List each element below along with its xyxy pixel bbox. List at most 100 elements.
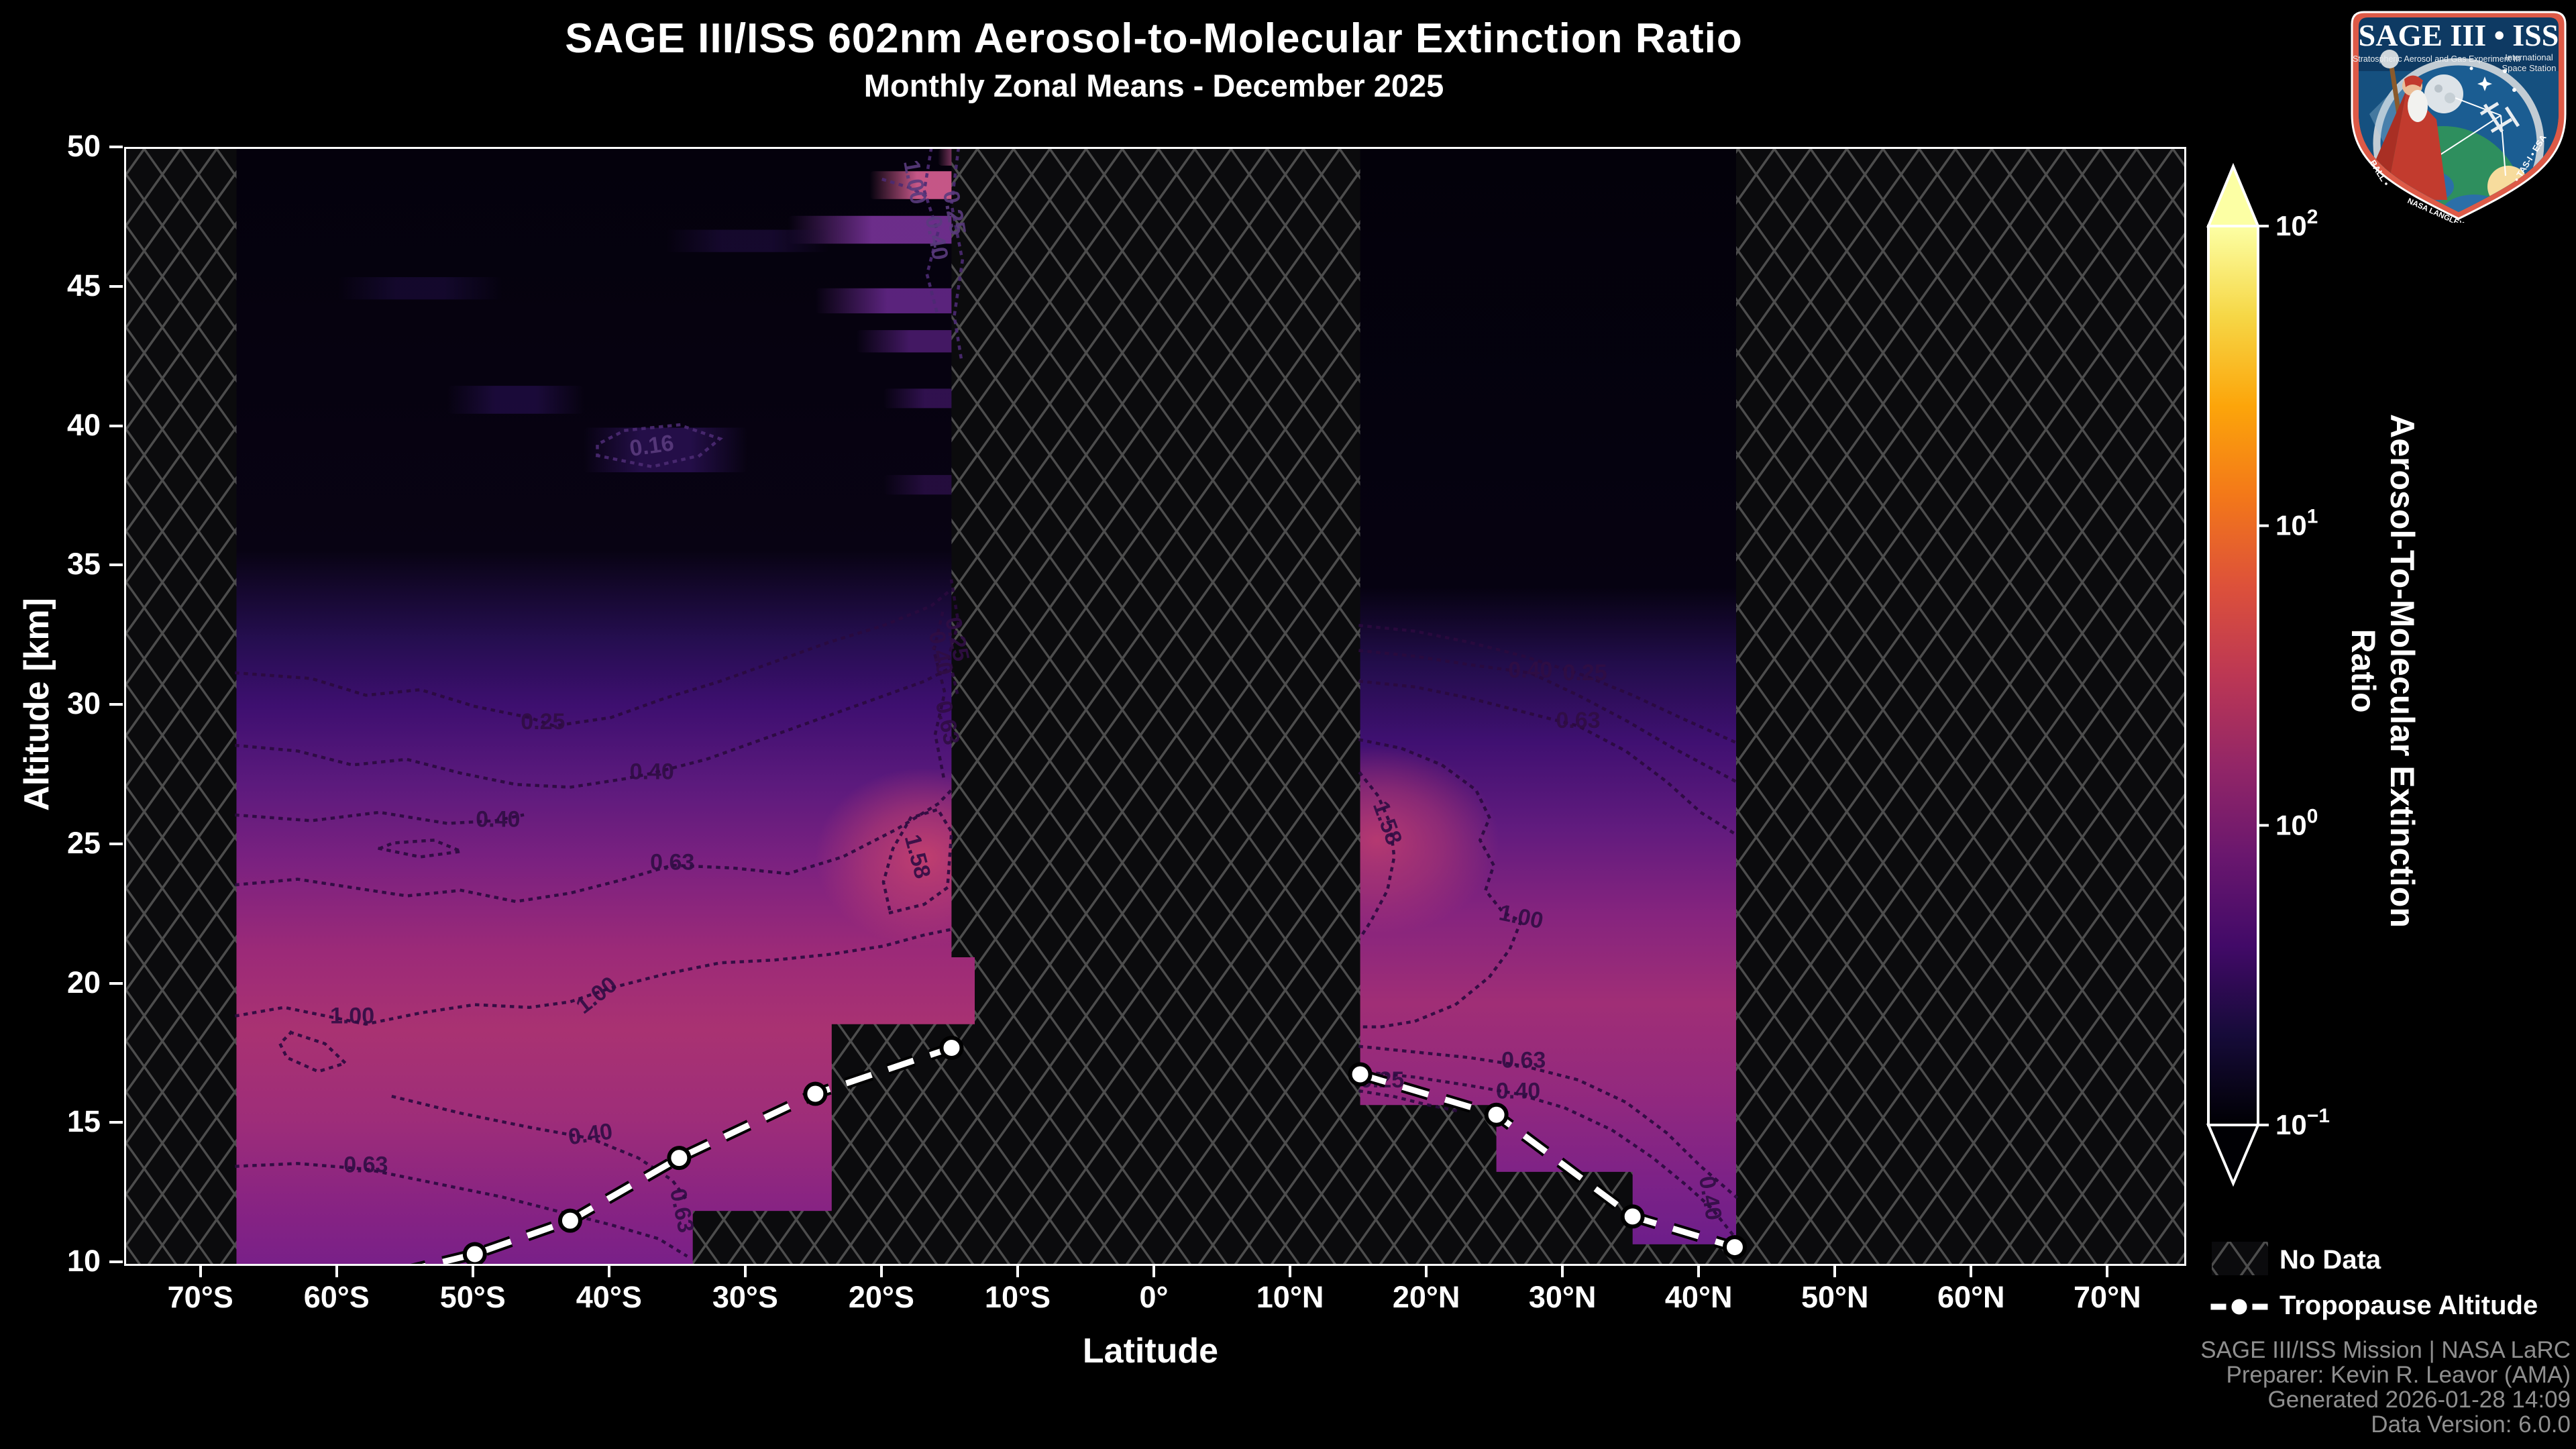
x-tick-mark xyxy=(1289,1264,1292,1277)
x-tick-label: 70°S xyxy=(167,1280,233,1314)
aerosol-streak xyxy=(788,215,975,244)
contour-line xyxy=(235,788,954,904)
tropopause-marker xyxy=(1348,1062,1373,1087)
x-tick-label: 60°S xyxy=(303,1280,370,1314)
x-tick-label: 20°S xyxy=(848,1280,914,1314)
contour-label: 0.63 xyxy=(1501,1048,1546,1073)
x-tick-label: 40°N xyxy=(1664,1280,1733,1314)
x-tick-mark xyxy=(607,1264,610,1277)
contour-label: 0.63 xyxy=(1556,708,1600,733)
colorbar-label: Aerosol-To-Molecular Extinction Ratio xyxy=(2345,414,2421,928)
footer-line-generated: Generated 2026-01-28 14:09 xyxy=(2267,1387,2571,1413)
y-tick-label: 10 xyxy=(66,1244,101,1278)
x-tick-mark xyxy=(743,1264,747,1277)
tropopause-line xyxy=(1359,1071,1736,1250)
contour-line xyxy=(1358,649,1739,784)
x-axis-title: Latitude xyxy=(1082,1332,1219,1371)
contour-line xyxy=(1358,1089,1458,1113)
y-tick-label: 15 xyxy=(66,1104,101,1139)
contour-label: 0.40 xyxy=(1508,657,1552,683)
aerosol-streak xyxy=(869,171,975,199)
contour-line xyxy=(881,808,953,915)
x-tick-label: 10°N xyxy=(1256,1280,1324,1314)
aerosol-hot-spot-r xyxy=(1360,745,1499,935)
tropopause-marker xyxy=(1722,1235,1747,1260)
patch-stars xyxy=(2469,66,2516,92)
x-tick-label: 10°S xyxy=(984,1280,1051,1314)
aerosol-streak xyxy=(815,288,975,314)
x-tick-mark xyxy=(199,1264,202,1277)
contour-line xyxy=(235,587,954,728)
x-tick-label: 30°S xyxy=(712,1280,778,1314)
x-tick-mark xyxy=(1561,1264,1564,1277)
aerosol-streak xyxy=(856,330,975,353)
plot-area: 0.250.400.400.631.00 1.001.580.630.400.63… xyxy=(126,149,2184,1264)
y-tick-label: 40 xyxy=(66,407,101,442)
y-tick-mark xyxy=(109,284,123,288)
data-band-r xyxy=(1360,149,1736,1244)
contour-line xyxy=(1358,1044,1739,1199)
x-tick-mark xyxy=(1833,1264,1837,1277)
colorbar-gradient xyxy=(2207,225,2259,1126)
y-tick-mark xyxy=(109,1121,123,1124)
contour-line xyxy=(235,665,954,789)
plot-frame: 0.25 0.40 0.40 0.63 1.00 1.00 1.58 0.63 0.40 0.63… xyxy=(124,147,2186,1266)
x-tick-mark xyxy=(335,1264,338,1277)
x-tick-label: 30°N xyxy=(1528,1280,1597,1314)
tropopause-marker xyxy=(939,1035,964,1060)
contour-line xyxy=(595,423,723,469)
patch-moon xyxy=(2424,74,2463,113)
colorbar-extend-max-arrow xyxy=(2206,162,2260,227)
x-tick-label: 50°N xyxy=(1801,1280,1869,1314)
contour-label: 0.25 xyxy=(521,709,565,735)
contour-line xyxy=(1358,1069,1739,1241)
contour-line xyxy=(932,606,947,778)
contour-line xyxy=(377,839,468,859)
x-tick-label: 0° xyxy=(1139,1280,1169,1314)
patch-iss-label-1: International xyxy=(2505,52,2553,62)
patch-title: SAGE III • ISS xyxy=(2359,18,2559,52)
x-tick-mark xyxy=(1970,1264,1973,1277)
contour-label: 0.40 xyxy=(630,759,674,785)
contour-label: 0.63 xyxy=(343,1152,388,1178)
y-tick-mark xyxy=(109,564,123,567)
contour-label: 0.63 xyxy=(650,850,694,875)
y-tick-label: 25 xyxy=(66,825,101,860)
colorbar-extend-min-arrow xyxy=(2206,1124,2261,1187)
tropopause-marker xyxy=(557,1208,582,1233)
contour-label: 0.25 xyxy=(1563,660,1607,686)
contour-line xyxy=(922,149,940,319)
y-tick-mark xyxy=(109,1260,123,1263)
x-tick-mark xyxy=(879,1264,883,1277)
x-tick-label: 40°S xyxy=(576,1280,642,1314)
x-tick-mark xyxy=(1152,1264,1155,1277)
x-tick-mark xyxy=(2106,1264,2109,1277)
contour-line xyxy=(235,810,525,825)
legend-tropopause-label: Tropopause Altitude xyxy=(2279,1291,2538,1320)
tropopause-swatch xyxy=(2208,1297,2270,1317)
aerosol-streak xyxy=(338,277,502,300)
y-tick-label: 50 xyxy=(66,129,101,163)
y-tick-mark xyxy=(109,703,123,706)
mission-patch-logo: SAGE III • ISS Stratospheric Aerosol and… xyxy=(2351,11,2567,223)
tropopause-marker xyxy=(667,1146,692,1171)
y-tick-label: 35 xyxy=(66,547,101,582)
contour-line xyxy=(881,177,934,201)
contour-label: 0.40 xyxy=(1496,1078,1540,1104)
aerosol-hot-spot-l xyxy=(815,767,975,947)
tropopause-line xyxy=(421,1044,953,1264)
y-axis-title: Altitude [km] xyxy=(17,598,56,811)
tropopause-marker xyxy=(1620,1204,1645,1229)
contour-line xyxy=(947,579,960,694)
data-band-l xyxy=(236,149,975,1264)
tropopause-marker xyxy=(462,1242,487,1264)
tropopause-marker xyxy=(803,1081,828,1106)
contour-label: 0.40 xyxy=(567,1118,614,1150)
aerosol-streak xyxy=(665,229,829,252)
colorbar-tick-label: 102 xyxy=(2275,206,2318,241)
y-tick-mark xyxy=(109,842,123,845)
contour-label: 0.40 xyxy=(476,806,520,832)
x-tick-mark xyxy=(1697,1264,1701,1277)
footer-credits: SAGE III/ISS Mission | NASA LaRC Prepare… xyxy=(2200,1338,2571,1437)
x-tick-mark xyxy=(1425,1264,1428,1277)
